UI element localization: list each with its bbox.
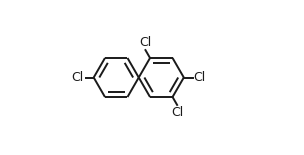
Text: Cl: Cl [139, 36, 151, 49]
Text: Cl: Cl [194, 71, 206, 84]
Text: Cl: Cl [171, 106, 184, 119]
Text: Cl: Cl [71, 71, 84, 84]
